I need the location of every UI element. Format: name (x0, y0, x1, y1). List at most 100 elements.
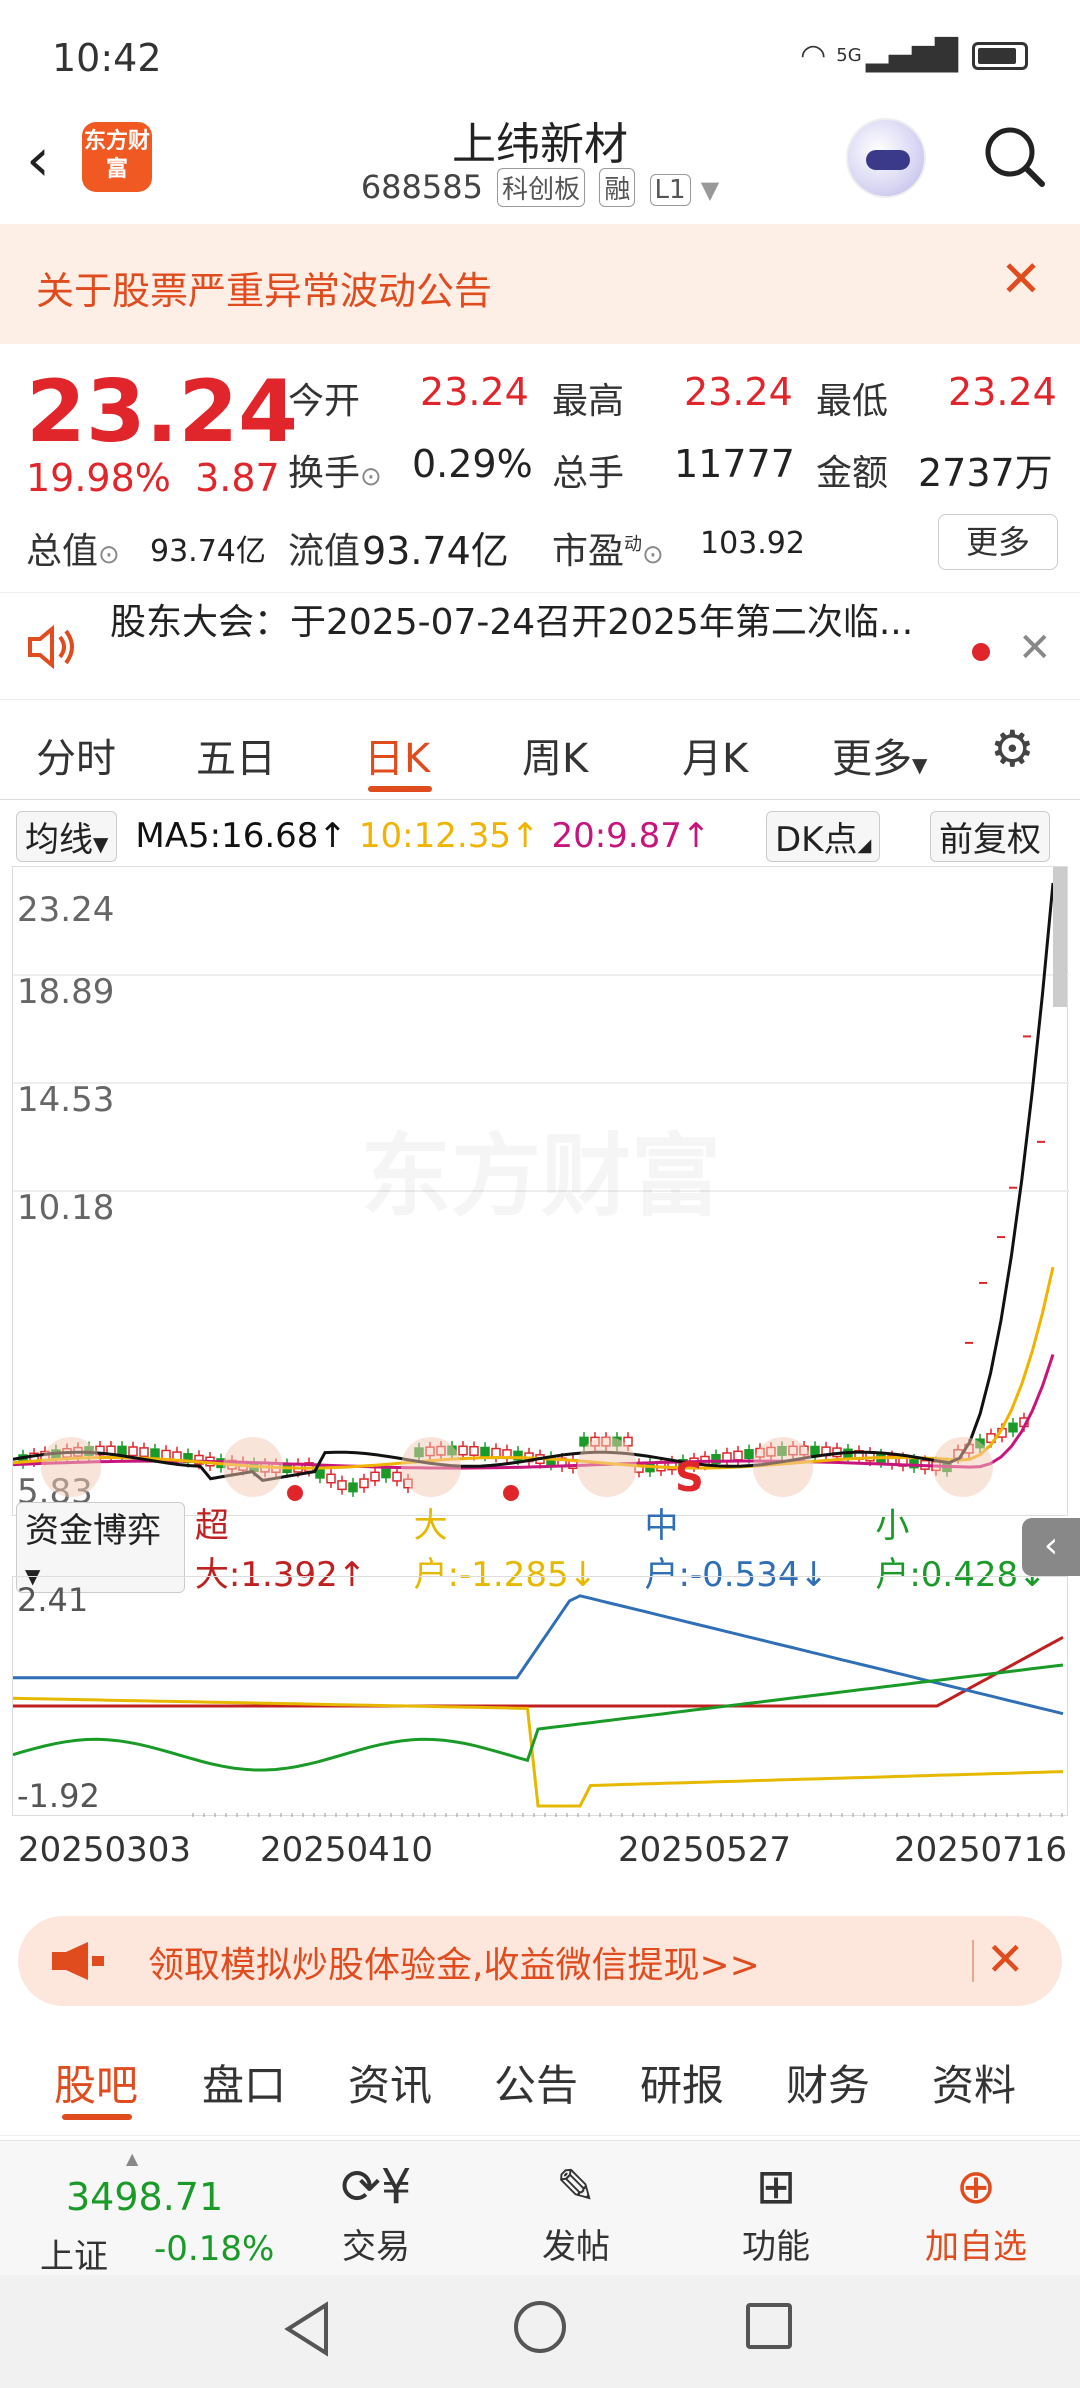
nav-home-icon[interactable] (514, 2301, 566, 2353)
ma20-value: 20:9.87↑ (551, 816, 711, 856)
tab-monthly-k[interactable]: 月K (682, 736, 749, 782)
candle-body (513, 1450, 523, 1461)
index-widget[interactable]: ▲ 3498.71 上证 -0.18% (40, 2149, 275, 2277)
dk-point-button[interactable]: DK点◢ (766, 810, 881, 862)
info-icon[interactable]: ⊙ (642, 540, 664, 570)
ma-legend-bar: 均线▼ MA5:16.68↑ 10:12.35↑ 20:9.87↑ DK点◢ 前… (0, 806, 1080, 866)
date-label: 20250303 (18, 1830, 192, 1870)
date-label: 20250716 (894, 1830, 1068, 1870)
plus-circle-icon: ⊕ (955, 2159, 997, 2215)
fund-series-line (13, 1635, 1064, 1708)
ma10-line (12, 1266, 1055, 1470)
signal-dot (287, 1485, 303, 1501)
grid-icon: ⊞ (755, 2159, 797, 2215)
nav-right-icon[interactable] (753, 1437, 813, 1497)
close-icon[interactable]: ✕ (986, 1932, 1025, 1986)
volume-value: 11777 (674, 442, 795, 486)
assistant-avatar[interactable] (846, 118, 926, 198)
megaphone-icon (48, 1938, 108, 1988)
date-axis: 20250303 20250410 20250527 20250716 (0, 1826, 1080, 1876)
nav-recents-icon[interactable] (746, 2303, 792, 2349)
candle-body (315, 1468, 325, 1479)
tab-weekly-k[interactable]: 周K (522, 736, 589, 782)
price-axis-label: 23.24 (17, 890, 114, 930)
fund-flow-chart[interactable]: 2.41 -1.92 (12, 1576, 1068, 1817)
turnover-label: 换手⊙ (288, 453, 382, 494)
mcap-label: 总值⊙ (26, 531, 120, 572)
last-price: 23.24 (26, 362, 299, 462)
function-button[interactable]: ⊞ 功能 (696, 2159, 856, 2268)
ma5-line (12, 882, 1055, 1482)
gear-icon[interactable]: ⚙ (990, 720, 1035, 778)
watermark: 东方财富 (361, 1124, 721, 1229)
open-value: 23.24 (420, 370, 529, 414)
fund-indicator-selector[interactable]: 资金博弈▼ (16, 1501, 185, 1593)
tab-research[interactable]: 研报 (640, 2061, 725, 2110)
tab-finance[interactable]: 财务 (786, 2061, 871, 2110)
price-change: 19.98% 3.87 (26, 456, 280, 500)
float-label: 流值 (288, 531, 361, 572)
info-icon[interactable]: ⊙ (98, 540, 120, 570)
volume-label: 总手 (552, 453, 625, 494)
back-icon[interactable]: ‹ (26, 125, 50, 195)
tab-forum[interactable]: 股吧 (54, 2061, 139, 2110)
tab-more[interactable]: 更多▼ (832, 736, 928, 782)
content-tabs: 股吧 盘口 资讯 公告 研报 财务 资料 (0, 2024, 1080, 2136)
status-bar: 10:42 ◠ 5G ▂▄▆█ (0, 0, 1080, 110)
tab-announcements[interactable]: 公告 (494, 2061, 579, 2110)
collapse-panel-icon[interactable]: ‹ (1022, 1518, 1080, 1576)
pe-label: 市盈动⊙ (552, 531, 664, 572)
notice-text: 关于股票严重异常波动公告 (36, 269, 493, 313)
nav-right-double-icon[interactable] (933, 1437, 993, 1497)
more-button[interactable]: 更多 (938, 514, 1058, 570)
unread-dot (972, 643, 990, 661)
post-button[interactable]: ✎ 发帖 (496, 2159, 656, 2268)
tab-intraday[interactable]: 分时 (36, 736, 116, 782)
margin-tag: 融 (599, 168, 636, 207)
fund-ymax: 2.41 (17, 1581, 88, 1619)
divider (972, 1940, 974, 1982)
stock-code-line[interactable]: 688585 科创板 融 L1 ▼ (0, 168, 1080, 207)
candle-body (733, 1450, 743, 1461)
caret-down-icon: ▼ (912, 753, 928, 777)
board-tag: 科创板 (497, 168, 586, 207)
close-icon[interactable]: ✕ (1000, 250, 1042, 308)
close-icon[interactable]: ✕ (1018, 625, 1052, 671)
search-icon[interactable] (980, 122, 1048, 190)
candle-body (1008, 1422, 1018, 1433)
zoom-out-icon[interactable] (223, 1437, 283, 1497)
trade-button[interactable]: ⟳¥ 交易 (296, 2159, 456, 2268)
active-subtab-underline (62, 2114, 132, 2120)
signal-dot (503, 1485, 519, 1501)
low-label: 最低 (816, 381, 889, 422)
tab-news[interactable]: 资讯 (348, 2061, 433, 2110)
promo-banner[interactable]: 领取模拟炒股体验金,收益微信提现>> ✕ (18, 1916, 1062, 2006)
date-label: 20250527 (618, 1830, 792, 1870)
nav-left-double-icon[interactable] (41, 1437, 101, 1497)
super-large-value: 超大:1.392↑ (194, 1506, 367, 1595)
sell-signal-icon: S (675, 1455, 704, 1501)
candle-body (348, 1482, 358, 1493)
announcement-bar[interactable]: 股东大会：于2025-07-24召开2025年第二次临... ✕ (0, 592, 1080, 700)
ma10-value: 10:12.35↑ (358, 816, 540, 856)
zoom-in-icon[interactable] (401, 1437, 461, 1497)
nav-left-icon[interactable] (577, 1437, 637, 1497)
candle-body (469, 1445, 479, 1456)
tab-orderbook[interactable]: 盘口 (202, 2061, 287, 2110)
nav-back-icon[interactable] (282, 2301, 332, 2361)
scroll-indicator[interactable] (1053, 867, 1067, 1007)
adjust-button[interactable]: 前复权 (930, 810, 1050, 862)
candle-body (579, 1436, 589, 1447)
info-icon[interactable]: ⊙ (360, 462, 382, 492)
indicator-selector[interactable]: 均线▼ (16, 810, 118, 862)
wifi-icon: ◠ (800, 38, 827, 73)
risk-notice-banner[interactable]: 关于股票严重异常波动公告 ✕ (0, 224, 1080, 344)
candle-body (359, 1478, 369, 1489)
promo-text: 领取模拟炒股体验金,收益微信提现>> (148, 1945, 760, 1986)
tab-five-day[interactable]: 五日 (196, 736, 276, 782)
tab-profile[interactable]: 资料 (932, 2061, 1017, 2110)
add-watchlist-button[interactable]: ⊕ 加自选 (896, 2159, 1056, 2268)
tab-daily-k[interactable]: 日K (364, 736, 431, 782)
